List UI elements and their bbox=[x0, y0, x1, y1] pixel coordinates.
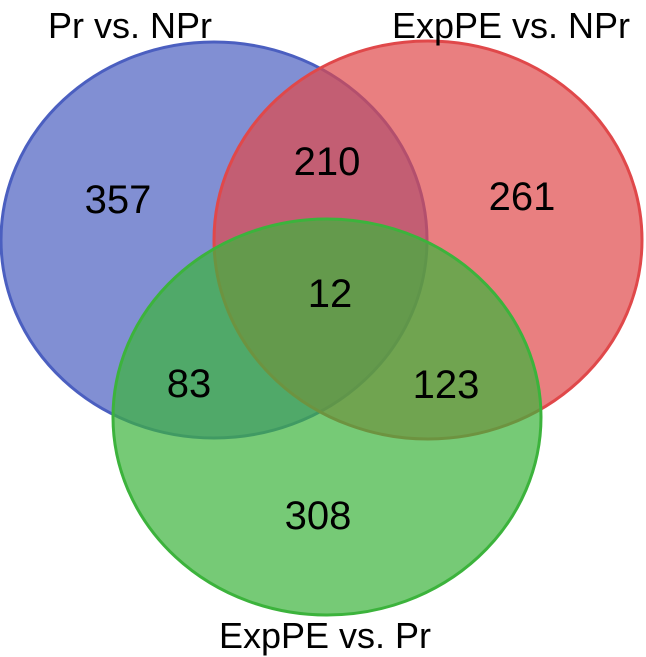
region-count-exppe-pr-only: 308 bbox=[285, 494, 352, 538]
set-label-exppe-vs-npr: ExpPE vs. NPr bbox=[392, 5, 630, 46]
set-label-exppe-vs-pr: ExpPE vs. Pr bbox=[219, 615, 431, 656]
region-count-pr-and-exppe-pr: 83 bbox=[167, 362, 212, 406]
region-count-pr-and-exppe-npr: 210 bbox=[294, 140, 361, 184]
region-count-pr-only: 357 bbox=[85, 178, 152, 222]
set-circle-exppe-vs-pr bbox=[111, 217, 543, 617]
set-label-pr-vs-npr: Pr vs. NPr bbox=[48, 5, 212, 46]
region-count-all-three: 12 bbox=[308, 272, 353, 316]
region-count-exppe-npr-only: 261 bbox=[489, 175, 556, 219]
region-count-exppe-npr-and-exppe-pr: 123 bbox=[413, 363, 480, 407]
